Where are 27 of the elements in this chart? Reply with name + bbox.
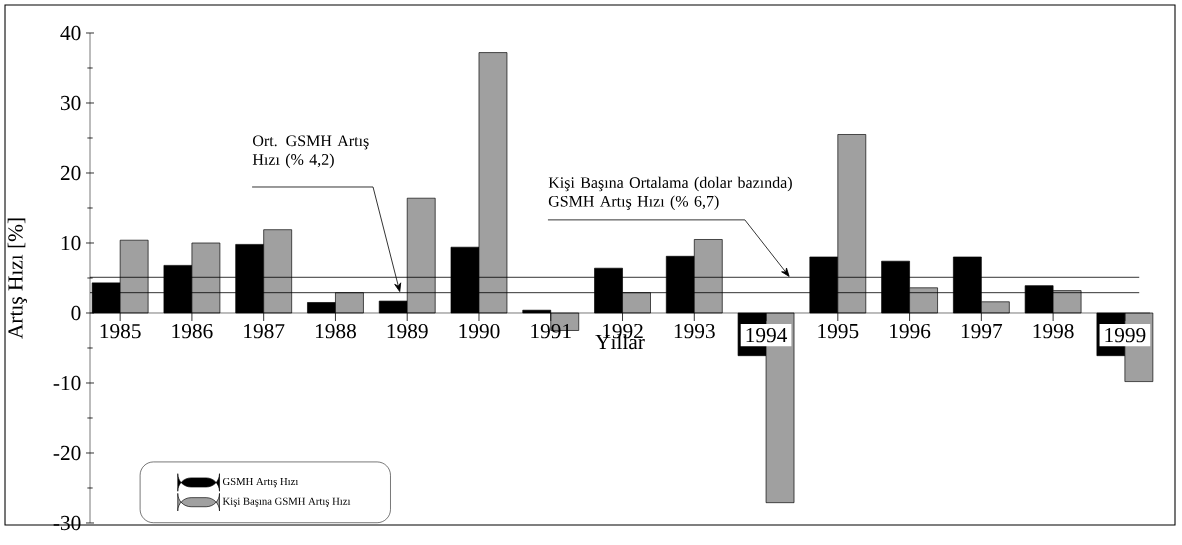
x-tick-label: 1991 <box>531 323 571 339</box>
x-tick-label: 1985 <box>100 323 141 339</box>
y-tick-label: -20 <box>53 445 81 461</box>
x-tick-label: 1995 <box>818 323 859 339</box>
y-tick-label: 0 <box>71 305 81 321</box>
ref-line-label: Ort. GSMH Artış Hızı (% 4,2) <box>252 135 369 169</box>
x-tick-label: 1994 <box>746 327 788 343</box>
x-tick-label: 1986 <box>172 323 213 339</box>
y-tick-label: -10 <box>53 375 81 391</box>
legend-label: Kişi Başına GSMH Artış Hızı <box>222 497 351 507</box>
x-tick-label: 1996 <box>890 323 931 339</box>
y-tick-label: 40 <box>60 25 81 41</box>
x-tick-label: 1997 <box>961 323 1003 339</box>
x-tick-label: 1993 <box>674 323 715 339</box>
y-tick-label: 10 <box>61 235 81 251</box>
y-tick-label: 30 <box>60 95 81 111</box>
ref-line-label: Kişi Başına Ortalama (dolar bazında) GSMH Artış Hızı (% 6,7) <box>548 176 792 210</box>
x-tick-label: 1990 <box>459 323 500 339</box>
y-axis-title: Artış Hızı [%] <box>7 218 27 339</box>
x-tick-label: 1988 <box>316 323 356 339</box>
x-tick-label: 1998 <box>1033 323 1074 339</box>
y-tick-label: -30 <box>53 515 81 531</box>
x-tick-label: 1989 <box>387 323 428 339</box>
y-tick-label: 20 <box>60 165 81 181</box>
legend-label: GSMH Artış Hızı <box>222 477 299 488</box>
x-tick-label: 1999 <box>1105 327 1146 343</box>
x-tick-label: 1987 <box>244 323 285 339</box>
